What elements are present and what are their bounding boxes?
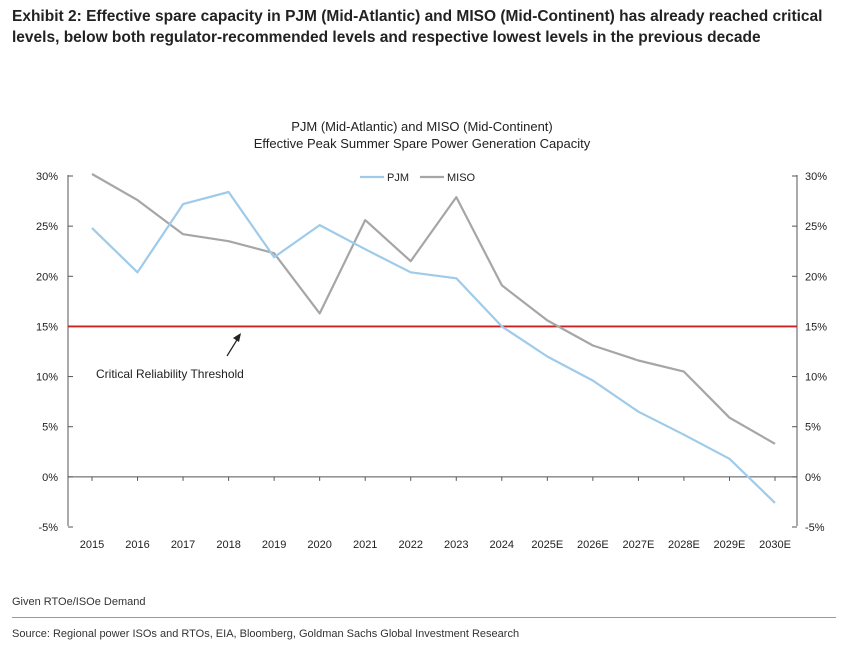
threshold-label: Critical Reliability Threshold <box>96 367 244 381</box>
line-chart: PJM (Mid-Atlantic) and MISO (Mid-Contine… <box>36 119 827 551</box>
x-tick-label: 2017 <box>171 539 195 551</box>
x-tick-label: 2015 <box>80 539 104 551</box>
y-tick-label-right: -5% <box>805 522 825 534</box>
y-tick-label-left: -5% <box>38 522 58 534</box>
axes: 30% 30% 25% 25% 20% 20% 15% 15% 10% 10% 5% 5% 0% 0% -5… <box>36 171 827 551</box>
y-tick-label-right: 30% <box>805 171 827 183</box>
x-tick-label: 2016 <box>125 539 149 551</box>
chart-title: PJM (Mid-Atlantic) and MISO (Mid-Contine… <box>291 119 553 134</box>
y-tick-label-left: 20% <box>36 271 58 283</box>
x-tick-label: 2020 <box>307 539 331 551</box>
x-tick-label: 2027E <box>622 539 654 551</box>
y-tick-label-left: 25% <box>36 221 58 233</box>
series-line-pjm <box>91 190 776 504</box>
series-line-miso <box>91 173 776 445</box>
y-tick-label-right: 10% <box>805 372 827 384</box>
x-tick-label: 2024 <box>490 539 514 551</box>
x-tick-label: 2030E <box>759 539 791 551</box>
x-tick-label: 2021 <box>353 539 377 551</box>
y-tick-label-left: 0% <box>42 472 58 484</box>
y-tick-label-right: 0% <box>805 472 821 484</box>
x-tick-label: 2018 <box>216 539 240 551</box>
series-group <box>91 173 776 504</box>
footnote: Given RTOe/ISOe Demand <box>12 596 146 608</box>
legend-label-pjm: PJM <box>387 172 409 184</box>
source-note: Source: Regional power ISOs and RTOs, EI… <box>12 628 520 640</box>
y-tick-label-left: 10% <box>36 372 58 384</box>
chart-subtitle: Effective Peak Summer Spare Power Genera… <box>254 136 591 151</box>
y-tick-label-right: 5% <box>805 422 821 434</box>
threshold-group: Critical Reliability Threshold <box>68 325 797 381</box>
y-tick-label-left: 5% <box>42 422 58 434</box>
x-tick-label: 2028E <box>668 539 700 551</box>
y-tick-label-right: 15% <box>805 321 827 333</box>
y-tick-label-left: 15% <box>36 321 58 333</box>
legend: PJM MISO <box>360 172 476 184</box>
y-tick-label-right: 25% <box>805 221 827 233</box>
legend-label-miso: MISO <box>447 172 476 184</box>
x-tick-label: 2019 <box>262 539 286 551</box>
annotation-arrow-head <box>233 333 241 342</box>
x-tick-label: 2023 <box>444 539 468 551</box>
y-tick-label-right: 20% <box>805 271 827 283</box>
exhibit-title: Exhibit 2: Effective spare capacity in P… <box>12 8 823 46</box>
divider <box>12 617 836 618</box>
x-tick-label: 2029E <box>714 539 746 551</box>
x-tick-label: 2022 <box>398 539 422 551</box>
x-tick-label: 2026E <box>577 539 609 551</box>
y-tick-label-left: 30% <box>36 171 58 183</box>
x-tick-label: 2025E <box>531 539 563 551</box>
